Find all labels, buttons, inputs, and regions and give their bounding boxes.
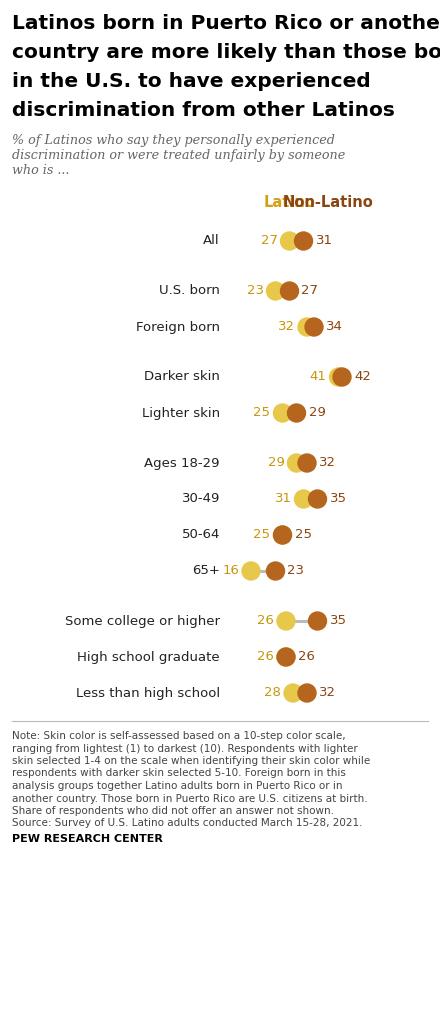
- Text: 30-49: 30-49: [182, 493, 220, 506]
- Circle shape: [308, 490, 326, 508]
- Circle shape: [274, 526, 291, 544]
- Circle shape: [274, 404, 291, 422]
- Circle shape: [284, 684, 302, 702]
- Text: discrimination or were treated unfairly by someone: discrimination or were treated unfairly …: [12, 150, 345, 162]
- Text: ranging from lightest (1) to darkest (10). Respondents with lighter: ranging from lightest (1) to darkest (10…: [12, 743, 358, 754]
- Text: 32: 32: [278, 321, 295, 334]
- Text: discrimination from other Latinos: discrimination from other Latinos: [12, 101, 395, 120]
- Text: Share of respondents who did not offer an answer not shown.: Share of respondents who did not offer a…: [12, 806, 334, 816]
- Text: Latinos born in Puerto Rico or another: Latinos born in Puerto Rico or another: [12, 14, 440, 33]
- Text: Note: Skin color is self-assessed based on a 10-step color scale,: Note: Skin color is self-assessed based …: [12, 731, 346, 741]
- Circle shape: [277, 612, 295, 630]
- Text: Latino: Latino: [264, 195, 315, 210]
- Circle shape: [281, 282, 298, 300]
- Text: 26: 26: [257, 614, 274, 628]
- Circle shape: [267, 282, 285, 300]
- Text: 25: 25: [253, 528, 271, 542]
- Text: Source: Survey of U.S. Latino adults conducted March 15-28, 2021.: Source: Survey of U.S. Latino adults con…: [12, 818, 363, 828]
- Text: 35: 35: [330, 493, 347, 506]
- Circle shape: [277, 648, 295, 666]
- Text: 41: 41: [310, 371, 326, 384]
- Text: 23: 23: [246, 285, 264, 298]
- Text: who is ...: who is ...: [12, 164, 70, 177]
- Circle shape: [298, 684, 316, 702]
- Text: 34: 34: [326, 321, 343, 334]
- Text: 26: 26: [257, 650, 274, 664]
- Text: respondents with darker skin selected 5-10. Foreign born in this: respondents with darker skin selected 5-…: [12, 768, 346, 778]
- Text: Lighter skin: Lighter skin: [142, 407, 220, 420]
- Circle shape: [294, 490, 312, 508]
- Text: 35: 35: [330, 614, 347, 628]
- Text: Less than high school: Less than high school: [76, 686, 220, 699]
- Text: in the U.S. to have experienced: in the U.S. to have experienced: [12, 72, 371, 91]
- Circle shape: [274, 526, 291, 544]
- Text: 42: 42: [354, 371, 371, 384]
- Text: Some college or higher: Some college or higher: [65, 614, 220, 628]
- Text: Foreign born: Foreign born: [136, 321, 220, 334]
- Text: skin selected 1-4 on the scale when identifying their skin color while: skin selected 1-4 on the scale when iden…: [12, 756, 370, 766]
- Text: 32: 32: [319, 686, 336, 699]
- Circle shape: [298, 454, 316, 472]
- Circle shape: [277, 648, 295, 666]
- Circle shape: [267, 562, 285, 580]
- Text: Ages 18-29: Ages 18-29: [144, 457, 220, 469]
- Text: Darker skin: Darker skin: [144, 371, 220, 384]
- Text: another country. Those born in Puerto Rico are U.S. citizens at birth.: another country. Those born in Puerto Ri…: [12, 794, 368, 804]
- Text: 27: 27: [260, 234, 278, 248]
- Circle shape: [294, 232, 312, 250]
- Circle shape: [281, 232, 298, 250]
- Text: country are more likely than those born: country are more likely than those born: [12, 43, 440, 62]
- Circle shape: [330, 368, 348, 386]
- Text: High school graduate: High school graduate: [77, 650, 220, 664]
- Circle shape: [333, 368, 351, 386]
- Text: 31: 31: [315, 234, 333, 248]
- Text: 65+: 65+: [192, 564, 220, 578]
- Text: 25: 25: [253, 407, 271, 420]
- Text: 29: 29: [268, 457, 285, 469]
- Circle shape: [287, 454, 305, 472]
- Text: 28: 28: [264, 686, 281, 699]
- Text: 31: 31: [275, 493, 291, 506]
- Text: analysis groups together Latino adults born in Puerto Rico or in: analysis groups together Latino adults b…: [12, 781, 342, 791]
- Text: All: All: [203, 234, 220, 248]
- Text: % of Latinos who say they personally experienced: % of Latinos who say they personally exp…: [12, 134, 335, 147]
- Text: 27: 27: [301, 285, 319, 298]
- Circle shape: [308, 612, 326, 630]
- Text: 29: 29: [308, 407, 325, 420]
- Circle shape: [298, 318, 316, 336]
- Text: PEW RESEARCH CENTER: PEW RESEARCH CENTER: [12, 834, 163, 844]
- Circle shape: [287, 404, 305, 422]
- Text: 26: 26: [298, 650, 315, 664]
- Circle shape: [242, 562, 260, 580]
- Text: 23: 23: [287, 564, 304, 578]
- Text: Non-Latino: Non-Latino: [282, 195, 374, 210]
- Text: 32: 32: [319, 457, 336, 469]
- Text: 50-64: 50-64: [182, 528, 220, 542]
- Text: 25: 25: [294, 528, 312, 542]
- Circle shape: [305, 318, 323, 336]
- Text: U.S. born: U.S. born: [159, 285, 220, 298]
- Text: 16: 16: [222, 564, 239, 578]
